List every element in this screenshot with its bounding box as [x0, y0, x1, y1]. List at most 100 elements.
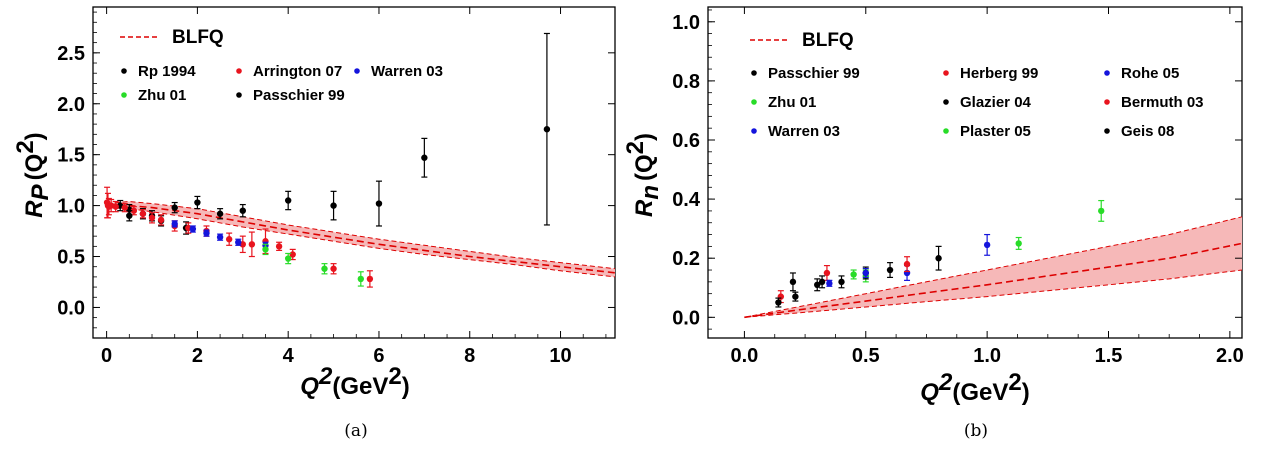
legend-label: Warren 03	[371, 63, 443, 80]
marker	[421, 154, 428, 161]
data-point-arrington-07	[275, 241, 283, 252]
marker	[171, 220, 178, 228]
blfq-band-edge-lower	[744, 269, 1243, 318]
marker	[823, 269, 831, 277]
legend-label: Zhu 01	[138, 87, 186, 104]
legend-label: Warren 03	[768, 123, 840, 140]
marker	[330, 265, 337, 272]
legend-marker	[236, 92, 242, 98]
x-tick-label: 2	[192, 345, 203, 367]
data-point-warren-03	[983, 233, 991, 256]
legend-label: Rohe 05	[1121, 65, 1179, 82]
marker	[225, 236, 233, 243]
blfq-band-edge-lower	[106, 207, 616, 278]
legend-label: Plaster 05	[960, 123, 1031, 140]
data-point-warren-03	[189, 225, 197, 233]
legend-marker	[1104, 99, 1110, 105]
data-point-warren-03	[203, 229, 210, 237]
legend-label: Herberg 99	[960, 65, 1038, 82]
legend-marker	[1104, 70, 1110, 76]
points-layer-a	[103, 32, 551, 288]
data-point-zhu-01	[284, 252, 292, 265]
data-point-glazier-04	[789, 272, 797, 292]
data-point-glazier-04	[935, 245, 942, 271]
y-tick-label: 1.0	[672, 12, 700, 34]
marker	[203, 229, 210, 237]
marker	[375, 200, 383, 207]
legend-a: BLFQ Rp 1994 Arrington 07 Warren 03 Zhu 01 Pa…	[120, 27, 443, 104]
data-point-rp-1994	[375, 180, 383, 227]
legend-label: Passchier 99	[768, 65, 860, 82]
data-point-plaster-05	[850, 269, 857, 280]
marker	[216, 210, 224, 217]
legend-b: BLFQ Passchier 99 Herberg 99 Rohe 05 Zhu 01 G…	[750, 30, 1204, 140]
data-point-bermuth-03	[903, 256, 911, 273]
band-layer-a	[106, 200, 616, 278]
panel-caption-a: (a)	[344, 421, 367, 441]
blfq-band-edge-upper	[106, 200, 616, 270]
data-point-rp-1994	[421, 137, 428, 178]
data-point-rp-1994	[543, 32, 551, 226]
marker	[126, 212, 133, 219]
legend-blfq-label: BLFQ	[802, 30, 854, 51]
marker	[903, 260, 911, 268]
y-tick-label: 1.0	[57, 196, 85, 218]
legend-marker	[121, 92, 127, 98]
marker	[983, 241, 991, 249]
marker	[139, 210, 147, 217]
legend-label: Glazier 04	[960, 94, 1032, 111]
legend-blfq-label: BLFQ	[172, 27, 224, 48]
x-tick-label: 10	[549, 345, 571, 367]
legend-marker	[751, 99, 757, 105]
data-point-zhu-01	[357, 271, 365, 287]
band-layer-b	[744, 216, 1243, 319]
y-tick-label: 0.6	[672, 130, 700, 152]
x-tick-label: 0	[101, 345, 112, 367]
legend-marker	[943, 99, 949, 105]
chart-panel-a: 0 2 4 6 8 10 0.0 0.5 1.0 1.5 2.0 2.5 BLFQ Rp 1994 Arr…	[12, 6, 616, 441]
data-point-warren-03	[235, 238, 242, 246]
marker	[148, 214, 156, 222]
marker	[130, 207, 138, 214]
data-point-zhu-01	[262, 243, 269, 256]
marker	[789, 278, 797, 286]
legend-marker	[751, 128, 757, 134]
data-point-zhu-01	[321, 263, 328, 275]
data-point-rp-1994	[171, 201, 178, 214]
marker	[121, 204, 128, 211]
marker	[216, 233, 224, 241]
data-point-arrington-07	[148, 212, 156, 224]
data-point-geis-08	[818, 275, 826, 289]
legend-marker	[943, 70, 949, 76]
data-point-plaster-05	[1098, 199, 1105, 222]
x-tick-label: 4	[283, 345, 295, 367]
x-tick-label: 1.5	[1095, 345, 1123, 367]
data-point-herberg-99	[823, 264, 831, 281]
y-tick-label: 0.0	[57, 297, 85, 319]
marker	[330, 202, 337, 209]
points-layer-b	[775, 199, 1105, 308]
marker	[838, 278, 845, 286]
marker	[248, 241, 256, 248]
marker	[543, 126, 551, 133]
x-tick-label: 0.0	[731, 345, 759, 367]
data-point-glazier-04	[838, 275, 845, 289]
y-tick-label: 0.8	[672, 71, 700, 93]
legend-marker	[121, 68, 127, 74]
marker	[284, 255, 292, 262]
marker	[862, 269, 869, 277]
x-tick-label: 6	[373, 345, 384, 367]
y-tick-label: 2.5	[57, 43, 85, 65]
panel-caption-b: (b)	[964, 421, 988, 441]
y-tick-label: 2.0	[57, 94, 85, 116]
blfq-band-edge-upper	[744, 216, 1243, 318]
data-point-rp-1994	[216, 208, 224, 220]
marker	[886, 266, 894, 274]
y-tick-label: 0.0	[672, 307, 700, 329]
legend-marker	[1104, 128, 1110, 134]
marker	[112, 203, 119, 210]
x-axis-label-b: Q2(GeV2)	[920, 369, 1029, 406]
data-point-glazier-04	[814, 278, 821, 292]
data-point-rp-1994	[330, 190, 337, 221]
marker	[321, 265, 328, 272]
